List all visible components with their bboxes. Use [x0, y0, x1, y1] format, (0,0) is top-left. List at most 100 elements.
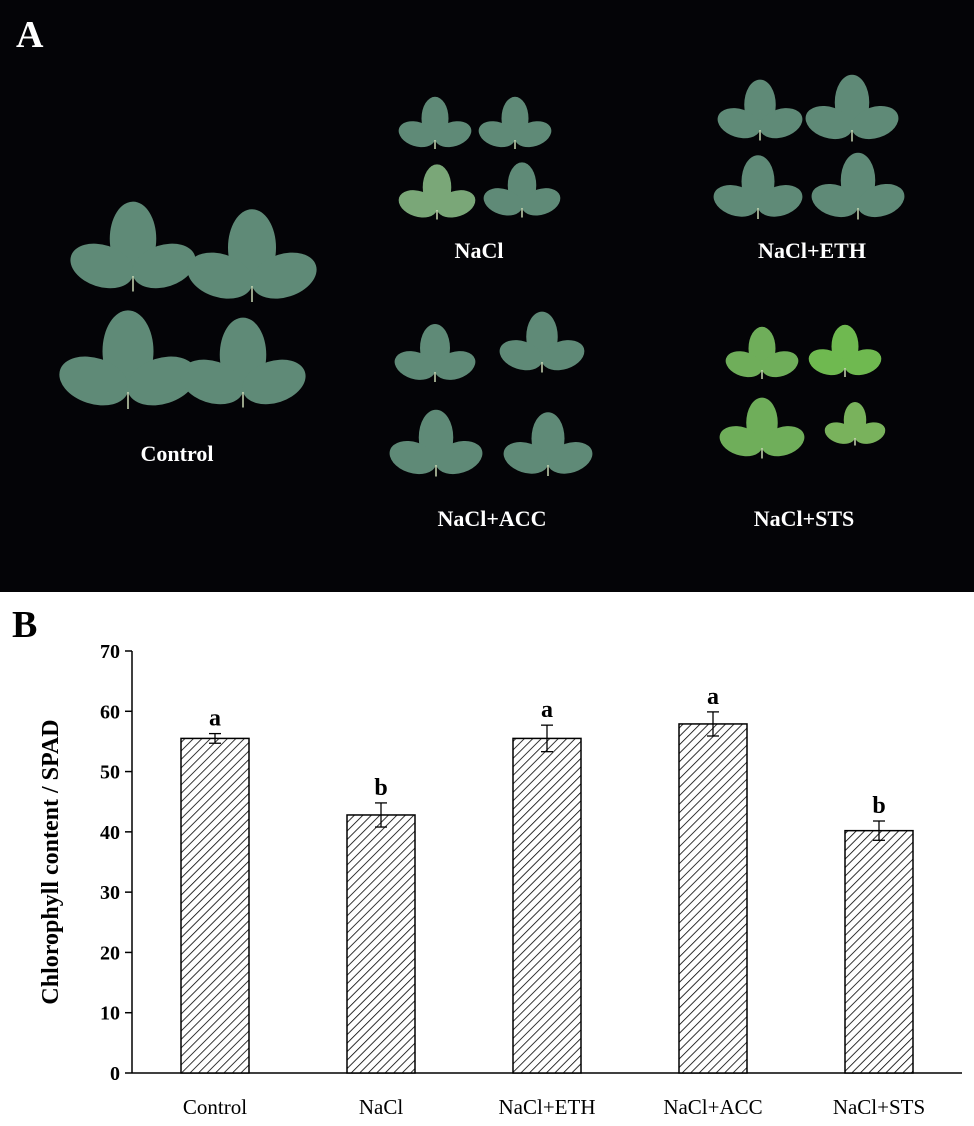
leaflet [398, 121, 436, 148]
significance-letter: a [541, 697, 553, 723]
y-axis-title: Chlorophyll content / SPAD [38, 719, 64, 1004]
leaflet [435, 440, 483, 475]
trifoliate-leaf [59, 310, 197, 409]
leaflet [719, 426, 763, 457]
trifoliate-leaf [503, 412, 593, 476]
leaflet [514, 121, 552, 148]
significance-letter: a [209, 706, 221, 732]
y-tick-label: 0 [110, 1063, 120, 1085]
significance-letter: b [374, 775, 387, 801]
trifoliate-leaf [483, 162, 561, 218]
error-bar [209, 732, 221, 744]
trifoliate-leaf [713, 155, 803, 219]
error-bar [707, 711, 719, 737]
y-tick-label: 10 [100, 1003, 120, 1025]
leaflet [805, 105, 853, 140]
trifoliate-leaf [180, 317, 306, 408]
leaflet [187, 252, 253, 299]
leaflet [717, 108, 761, 139]
leaflet [521, 188, 561, 216]
trifoliate-leaf [70, 201, 196, 292]
photo-background [0, 0, 974, 592]
error-bar [541, 724, 553, 753]
leaf-photo-panel: Control NaCl NaCl+ETH NaCl+ACC NaCl+STS [0, 0, 974, 592]
trifoliate-leaf [499, 311, 585, 373]
group-label-control: Control [140, 441, 214, 466]
leaflet [854, 422, 886, 444]
y-tick-label: 70 [100, 641, 120, 663]
leaflet [757, 185, 803, 217]
leaflet [70, 243, 134, 289]
trifoliate-leaf [719, 397, 805, 459]
leaflet [844, 349, 882, 376]
trifoliate-leaf [824, 402, 886, 446]
leaflet [242, 359, 306, 405]
trifoliate-leaf [478, 96, 552, 149]
trifoliate-leaf [725, 326, 799, 379]
x-tick-label: NaCl [359, 1095, 403, 1119]
y-tick-label: 40 [100, 822, 120, 844]
error-bar [873, 820, 885, 841]
leaflet [180, 359, 244, 405]
trifoliate-leaf [808, 324, 882, 377]
bar-chart: 0 10 20 30 40 50 60 70 Chlorophyll content / SPA… [38, 641, 962, 1119]
y-tick-label: 20 [100, 942, 120, 964]
group-label-nacl-eth: NaCl+ETH [758, 238, 866, 263]
group-label-nacl: NaCl [454, 238, 504, 263]
trifoliate-leaf [805, 74, 899, 142]
x-tick-label: NaCl+STS [833, 1095, 925, 1119]
leaflet [851, 105, 899, 140]
bar-nacl-acc [678, 723, 748, 1074]
x-tick-label: NaCl+ETH [499, 1095, 596, 1119]
trifoliate-leaf [717, 79, 803, 141]
bar-nacl-sts [844, 829, 914, 1074]
leaflet [761, 351, 799, 378]
bar-control [180, 737, 250, 1074]
y-tick-label: 30 [100, 882, 120, 904]
leaflet [434, 351, 476, 380]
leaflet [127, 356, 197, 406]
y-tick-label: 50 [100, 762, 120, 784]
leaflet [389, 440, 437, 475]
significance-letter: a [707, 684, 719, 710]
leaflet [811, 183, 859, 218]
leaf-photo [0, 0, 974, 592]
x-tick-label: NaCl+ACC [663, 1095, 762, 1119]
trifoliate-leaf [398, 96, 472, 149]
leaflet [761, 426, 805, 457]
leaflet [541, 340, 585, 371]
leaflet [394, 351, 436, 380]
bar-nacl [346, 814, 416, 1074]
leaflet [759, 108, 803, 139]
leaflet [857, 183, 905, 218]
trifoliate-leaf [389, 409, 483, 477]
leaflet [251, 252, 317, 299]
leaflet [59, 356, 129, 406]
significance-letter: b [872, 793, 885, 819]
leaflet [503, 442, 549, 474]
y-tick-label: 60 [100, 701, 120, 723]
leaflet [478, 121, 516, 148]
trifoliate-leaf [811, 152, 905, 220]
trifoliate-leaf [394, 324, 476, 382]
leaflet [132, 243, 196, 289]
leaflet [499, 340, 543, 371]
group-label-nacl-acc: NaCl+ACC [437, 506, 547, 531]
panel-letter-b: B [12, 604, 38, 646]
leaflet [436, 190, 476, 218]
bar-nacl-eth [512, 737, 582, 1074]
leaflet [713, 185, 759, 217]
trifoliate-leaf [187, 209, 317, 302]
leaflet [808, 349, 846, 376]
panel-letter-a: A [16, 14, 44, 56]
group-label-nacl-sts: NaCl+STS [753, 506, 855, 531]
trifoliate-leaf [398, 164, 476, 220]
x-tick-label: Control [183, 1095, 247, 1119]
leaflet [483, 188, 523, 216]
error-bar [375, 802, 387, 828]
leaflet [547, 442, 593, 474]
leaflet [824, 422, 856, 444]
leaflet [725, 351, 763, 378]
leaflet [434, 121, 472, 148]
leaflet [398, 190, 438, 218]
